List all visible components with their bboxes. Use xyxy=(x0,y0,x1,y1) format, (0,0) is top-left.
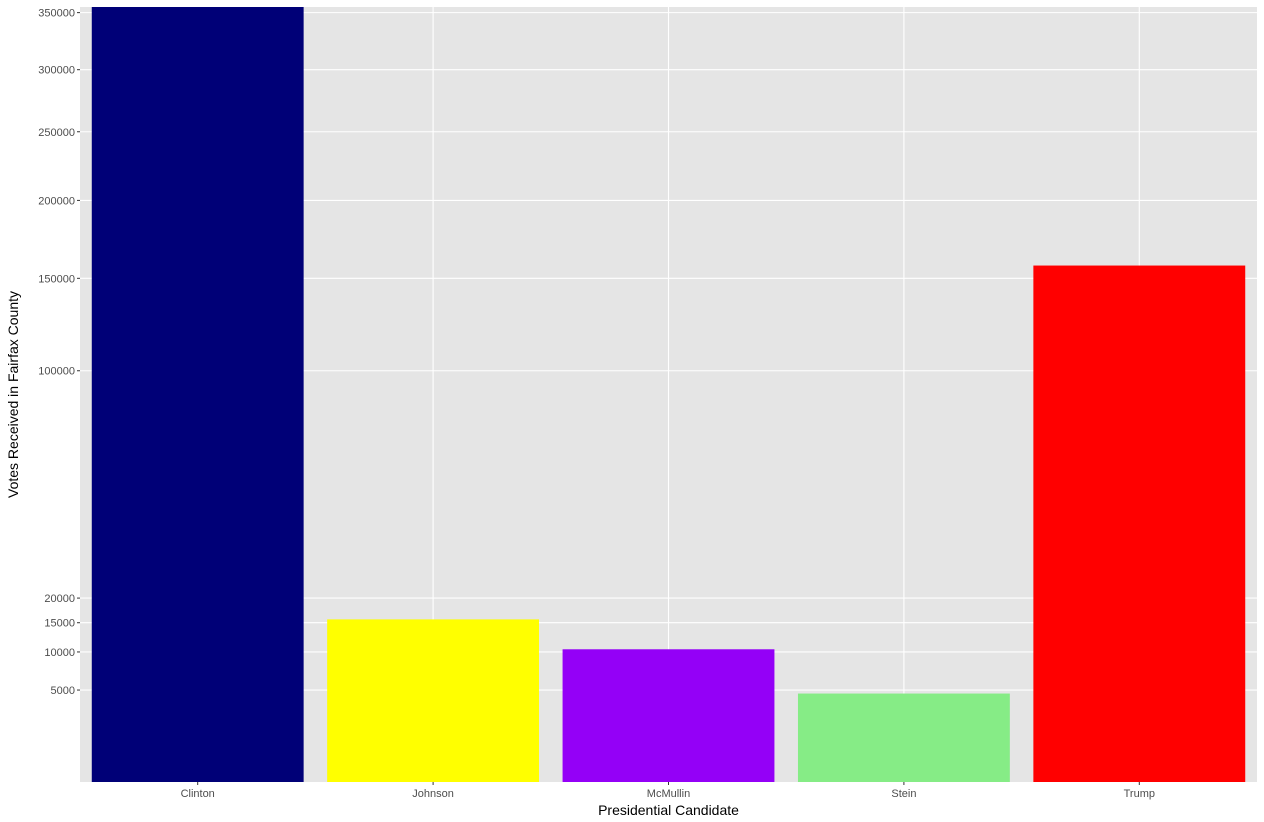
x-tick-label: Johnson xyxy=(412,788,454,800)
x-axis-title: Presidential Candidate xyxy=(598,802,739,818)
x-tick-label: Stein xyxy=(891,788,916,800)
bar-stein xyxy=(797,693,1010,782)
y-tick-label: 350000 xyxy=(38,8,75,20)
y-tick-label: 150000 xyxy=(38,273,75,285)
y-axis-ticks: 5000 10000 15000 20000 100000 150000 200000 250… xyxy=(38,8,80,697)
y-tick-label: 300000 xyxy=(38,65,75,77)
bar-clinton xyxy=(91,7,304,782)
bar-mcmullin xyxy=(562,649,775,782)
bar-johnson xyxy=(327,619,540,782)
x-tick-label: Clinton xyxy=(181,788,215,800)
y-tick-label: 20000 xyxy=(44,593,75,605)
x-tick-label: McMullin xyxy=(647,788,690,800)
x-tick-label: Trump xyxy=(1124,788,1155,800)
y-tick-label: 10000 xyxy=(44,647,75,659)
y-axis-title: Votes Received in Fairfax County xyxy=(5,291,21,498)
y-tick-label: 250000 xyxy=(38,127,75,139)
y-tick-label: 100000 xyxy=(38,366,75,378)
x-axis-ticks: Clinton Johnson McMullin Stein Trump xyxy=(181,782,1155,800)
bar-trump xyxy=(1033,265,1246,783)
y-tick-label: 5000 xyxy=(51,685,75,697)
y-tick-label: 15000 xyxy=(44,618,75,630)
bars xyxy=(91,7,1246,783)
y-tick-label: 200000 xyxy=(38,195,75,207)
